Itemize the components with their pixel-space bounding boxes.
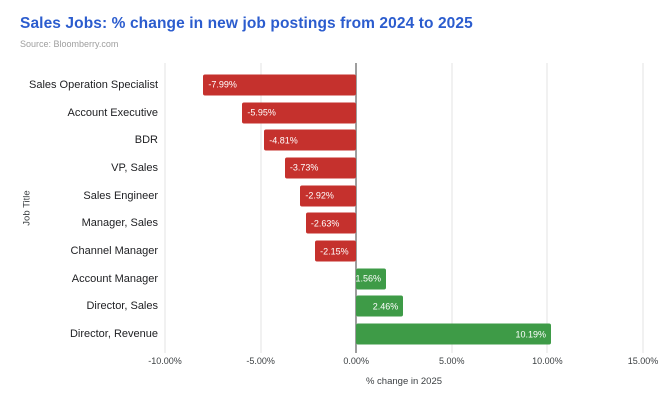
bar: -2.63% [305, 212, 357, 234]
bar: -4.81% [264, 129, 357, 151]
category-label: Manager, Sales [81, 217, 158, 230]
bar: -3.73% [284, 157, 357, 179]
bar-value-label: -2.15% [320, 246, 349, 257]
gridline [642, 63, 644, 353]
x-tick-label: 10.00% [532, 356, 563, 366]
x-axis-ticks: -10.00% -5.00% 0.00% 5.00% 10.00% 15.00% [148, 356, 658, 368]
bar-value-label: -2.92% [305, 190, 334, 201]
category-label-column: Sales Operation Specialist Account Execut… [0, 71, 158, 348]
bar-value-label: 1.56% [355, 273, 381, 284]
bar: 1.56% [355, 268, 386, 290]
gridline [451, 63, 453, 353]
bar: -5.95% [242, 102, 357, 124]
category-label: Director, Revenue [69, 328, 158, 341]
category-label: BDR [134, 134, 158, 147]
gridline [260, 63, 262, 353]
bar-value-label: -4.81% [269, 135, 298, 146]
bar-row: -7.99% [165, 71, 643, 99]
bar-value-label: -7.99% [208, 79, 237, 90]
gridline [164, 63, 166, 353]
category-label: Account Executive [67, 106, 159, 119]
bar-value-label: 10.19% [515, 329, 547, 340]
x-tick-label: -5.00% [246, 356, 275, 366]
x-tick-label: -10.00% [148, 356, 182, 366]
category-label: Sales Operation Specialist [28, 78, 158, 91]
source-text: Source: Bloomberry.com [20, 39, 119, 49]
x-axis-title: % change in 2025 [365, 376, 443, 387]
bar-row: -5.95% [165, 99, 643, 127]
category-label: Sales Engineer [83, 189, 158, 202]
x-tick-label: 5.00% [439, 356, 465, 366]
bar-rows: -7.99% -5.95% -4.81% -3.73% -2.92% -2.63% -2.1… [165, 71, 643, 348]
category-label: Director, Sales [86, 300, 158, 313]
x-tick-label: 0.00% [343, 356, 369, 366]
bar: -2.15% [315, 240, 357, 262]
bar: 2.46% [356, 295, 404, 317]
bar-row: 1.56% [165, 265, 643, 293]
bar-value-label: -2.63% [310, 218, 340, 229]
zero-gridline [355, 63, 358, 353]
x-tick-label: 15.00% [627, 356, 659, 366]
bar-value-label: 2.46% [372, 301, 399, 312]
bar-row: -3.73% [165, 154, 643, 182]
page-title: Sales Jobs: % change in new job postings… [20, 15, 473, 32]
category-label: VP, Sales [111, 161, 158, 174]
bar-row: 2.46% [165, 293, 643, 321]
bar: -7.99% [203, 74, 357, 96]
bar-row: 10.19% [165, 320, 643, 348]
bar-value-label: -3.73% [289, 162, 319, 173]
plot-area: -7.99% -5.95% -4.81% -3.73% -2.92% -2.63% -2.1… [164, 63, 644, 353]
bar-value-label: -5.95% [247, 107, 276, 118]
bar: 10.19% [356, 323, 552, 345]
chart-header: Sales Jobs: % change in new job postings… [20, 15, 473, 49]
bar-row: -4.81% [165, 126, 643, 154]
bar-row: -2.63% [165, 210, 643, 238]
category-label: Channel Manager [70, 245, 158, 258]
bar: -2.92% [300, 185, 357, 207]
gridline [546, 63, 548, 353]
category-label: Account Manager [71, 272, 158, 285]
bar-row: -2.92% [165, 182, 643, 210]
bar-row: -2.15% [165, 237, 643, 265]
